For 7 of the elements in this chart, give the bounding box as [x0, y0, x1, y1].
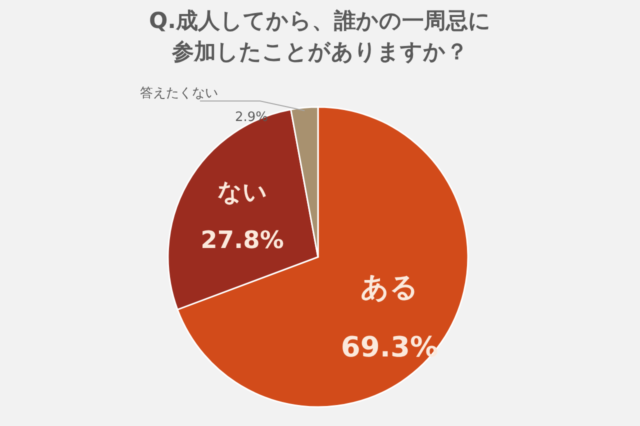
slice-label: ある — [360, 270, 418, 304]
data-label: 2.9% — [235, 110, 268, 125]
data-label: 69.3% — [340, 330, 438, 364]
slice-label: 答えたくない — [140, 86, 218, 101]
slice-label: ない — [217, 178, 268, 206]
data-label: 27.8% — [200, 226, 284, 254]
chart-title: Q.成人してから、誰かの一周忌に参加したことがありますか？ — [148, 8, 492, 67]
